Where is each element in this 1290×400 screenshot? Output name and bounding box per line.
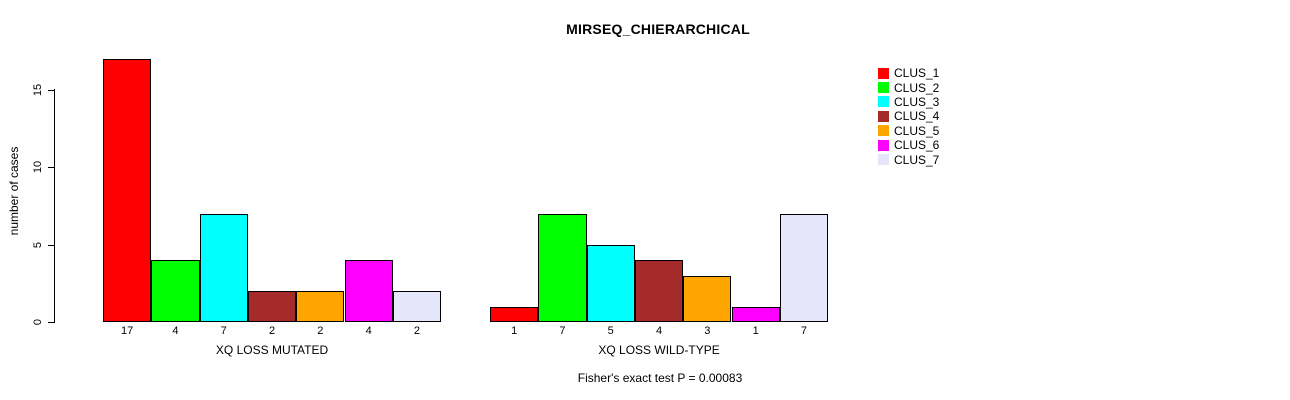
bar-clus_6-group2 (731, 306, 780, 322)
legend-item-clus_1: CLUS_1 (878, 66, 939, 80)
legend-item-clus_5: CLUS_5 (878, 124, 939, 138)
footnote-pvalue: Fisher's exact test P = 0.00083 (577, 371, 743, 385)
legend-item-clus_2: CLUS_2 (878, 80, 939, 94)
legend-item-clus_4: CLUS_4 (878, 109, 939, 123)
bar-value-label: 3 (704, 325, 711, 337)
y-tick-label: 10 (32, 160, 44, 174)
bar-clus_4-group1 (247, 291, 297, 322)
y-tick-label: 5 (32, 241, 44, 248)
bar-value-label: 2 (413, 325, 420, 337)
bar-clus_5-group1 (296, 291, 345, 322)
y-axis-label: number of cases (7, 146, 21, 236)
legend-swatch-icon (878, 67, 889, 79)
bar-clus_6-group1 (344, 260, 393, 322)
y-tick-mark (48, 89, 54, 91)
legend-swatch-icon (878, 110, 889, 122)
bar-value-label: 4 (655, 325, 663, 337)
bar-clus_5-group2 (683, 275, 732, 322)
y-tick-label: 15 (32, 83, 44, 96)
legend-swatch-icon (878, 82, 889, 94)
y-tick-mark (48, 244, 54, 246)
bar-clus_3-group2 (586, 244, 635, 322)
legend-label: CLUS_2 (894, 80, 940, 95)
bar-clus_7-group2 (779, 213, 829, 322)
legend-label: CLUS_6 (894, 138, 940, 153)
legend-swatch-icon (878, 125, 889, 137)
bar-value-label: 1 (752, 325, 759, 337)
y-axis-line (54, 89, 55, 323)
legend: CLUS_1 CLUS_2 CLUS_3 CLUS_4 CLUS_5 CLUS_6 CLUS… (878, 66, 939, 167)
page-title: MIRSEQ_CHIERARCHICAL (566, 21, 750, 37)
bar-value-label: 4 (172, 325, 179, 337)
bar-clus_2-group1 (151, 260, 200, 322)
bar-value-label: 17 (121, 325, 134, 337)
y-tick-mark (48, 167, 54, 168)
bar-value-label: 7 (559, 325, 566, 337)
bar-value-label: 5 (607, 325, 614, 337)
bar-value-label: 1 (511, 325, 518, 337)
bar-clus_2-group2 (538, 213, 587, 322)
bar-value-label: 2 (317, 325, 324, 337)
legend-item-clus_6: CLUS_6 (878, 138, 939, 152)
legend-swatch-icon (878, 139, 889, 151)
legend-label: CLUS_4 (894, 109, 940, 124)
legend-label: CLUS_5 (894, 123, 940, 138)
group-label: XQ LOSS MUTATED (215, 343, 329, 357)
bar-clus_1-group2 (490, 306, 539, 322)
bar-value-label: 7 (220, 325, 227, 337)
bar-value-label: 7 (800, 325, 807, 337)
legend-label: CLUS_1 (894, 66, 940, 81)
y-tick-label: 0 (32, 318, 44, 326)
legend-item-clus_3: CLUS_3 (878, 95, 939, 109)
bar-value-label: 2 (268, 325, 276, 337)
legend-swatch-icon (878, 96, 889, 108)
legend-item-clus_7: CLUS_7 (878, 152, 939, 166)
legend-label: CLUS_7 (894, 152, 940, 167)
bar-clus_3-group1 (199, 213, 248, 322)
group-label: XQ LOSS WILD-TYPE (598, 343, 720, 357)
bar-clus_4-group2 (634, 260, 684, 322)
legend-label: CLUS_3 (894, 94, 940, 109)
bar-value-label: 4 (365, 325, 372, 337)
bar-clus_7-group1 (392, 291, 442, 322)
bar-clus_1-group1 (103, 58, 152, 322)
y-tick-mark (48, 322, 54, 323)
legend-swatch-icon (878, 154, 889, 166)
